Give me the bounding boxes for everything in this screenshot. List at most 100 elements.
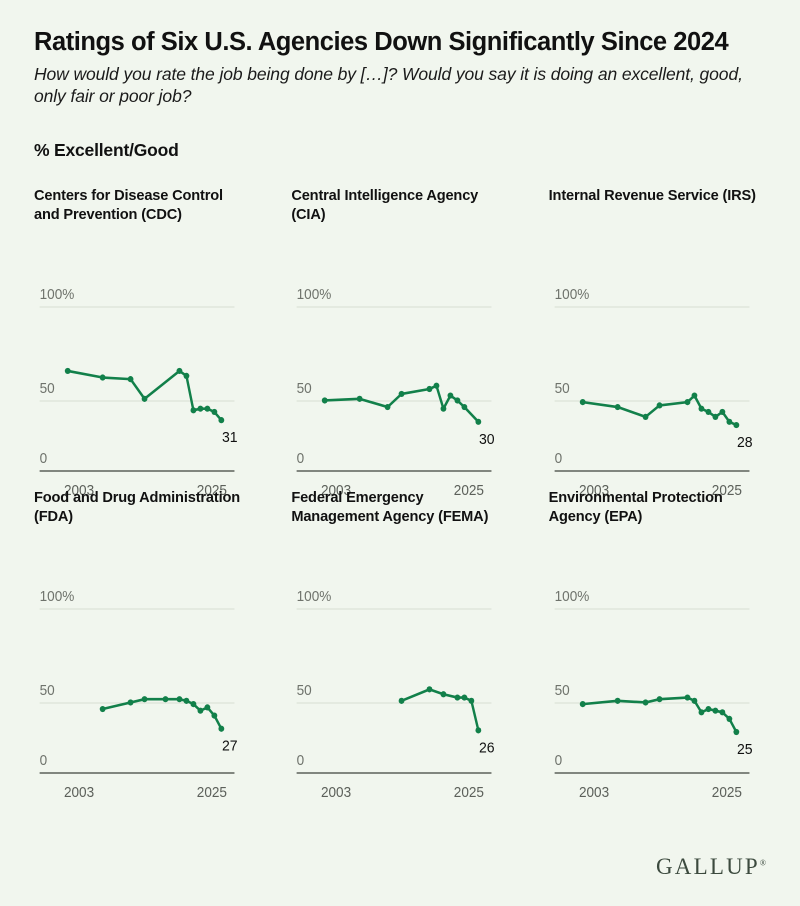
data-point — [426, 686, 433, 693]
data-point — [176, 367, 183, 375]
data-point — [733, 728, 739, 736]
xtick-end: 2025 — [197, 482, 227, 499]
data-point — [440, 405, 447, 412]
xtick-end: 2025 — [711, 482, 741, 499]
xtick-end: 2025 — [711, 784, 741, 801]
data-point — [183, 372, 190, 380]
ytick-0: 0 — [40, 450, 48, 467]
end-value-label-cdc: 31 — [222, 430, 238, 447]
panel-title-fema: Federal Emergency Management Agency (FEM… — [291, 490, 489, 525]
xtick-start: 2003 — [321, 784, 351, 801]
series-line-fema — [400, 688, 480, 732]
data-point — [190, 407, 197, 414]
data-point — [461, 694, 468, 701]
xtick-end: 2025 — [454, 784, 484, 801]
data-point — [684, 694, 691, 701]
xtick-start: 2003 — [321, 482, 351, 499]
data-point — [691, 392, 698, 399]
data-point — [579, 701, 586, 708]
data-point — [426, 385, 433, 393]
ytick-50: 50 — [40, 682, 55, 699]
data-point — [218, 725, 225, 732]
series-line-cdc — [66, 369, 223, 422]
ytick-0: 0 — [554, 450, 562, 467]
ytick-100: 100% — [554, 588, 589, 605]
xtick-start: 2003 — [64, 784, 94, 801]
data-point — [656, 696, 663, 703]
ytick-0: 0 — [297, 450, 305, 467]
data-point — [384, 403, 391, 411]
panel-title-cia: Central Intelligence Agency (CIA) — [291, 188, 479, 223]
data-point — [127, 699, 134, 706]
data-point — [141, 395, 148, 402]
ytick-100: 100% — [40, 588, 75, 605]
gallup-logo: GALLUP® — [656, 854, 766, 879]
data-point — [642, 699, 649, 706]
xtick-start: 2003 — [579, 482, 609, 499]
data-point — [719, 709, 725, 716]
data-point — [176, 696, 183, 703]
page-subtitle: How would you rate the job being done by… — [34, 63, 743, 107]
ytick-100: 100% — [297, 588, 332, 605]
ytick-0: 0 — [554, 752, 562, 769]
plot-fda: 100% 50 0 2003 2025 27 — [34, 547, 251, 800]
panel-fda: Food and Drug Administration (FDA) 100% 50… — [34, 489, 251, 800]
data-point — [698, 709, 704, 716]
ytick-100: 100% — [40, 286, 75, 303]
footer: GALLUP® — [656, 854, 766, 880]
data-point — [204, 704, 211, 711]
data-point — [398, 390, 405, 398]
measure-label: % Excellent/Good — [34, 140, 179, 161]
plot-cia: 100% 50 0 2003 2025 30 — [291, 245, 508, 499]
data-point — [614, 403, 621, 411]
data-point — [475, 418, 482, 425]
ytick-100: 100% — [297, 286, 332, 303]
data-point — [468, 697, 475, 704]
data-point — [197, 707, 204, 714]
panel-grid: Centers for Disease Control and Preventi… — [34, 187, 766, 801]
data-point — [398, 697, 405, 704]
panel-cdc: Centers for Disease Control and Preventi… — [34, 187, 251, 498]
data-point — [719, 408, 725, 416]
data-point — [705, 705, 711, 713]
xtick-start: 2003 — [64, 482, 94, 499]
plot-fema: 100% 50 0 2003 2025 26 — [291, 547, 508, 801]
panel-title-irs: Internal Revenue Service (IRS) — [548, 188, 756, 205]
data-point — [211, 408, 218, 416]
data-point — [579, 399, 586, 406]
data-point — [99, 705, 106, 713]
data-point — [656, 402, 663, 409]
data-point — [475, 727, 482, 734]
end-value-label-cia: 30 — [479, 431, 495, 448]
ytick-50: 50 — [297, 380, 312, 397]
ytick-50: 50 — [554, 380, 569, 397]
data-point — [211, 712, 218, 719]
data-point — [726, 715, 732, 723]
plot-cdc: 100% 50 0 2003 2025 31 — [34, 245, 251, 498]
panel-title-fda: Food and Drug Administration (FDA) — [34, 490, 241, 525]
trademark-symbol: ® — [759, 858, 766, 868]
data-point — [322, 397, 328, 404]
panel-epa: Environmental Protection Agency (EPA) 100… — [549, 489, 766, 800]
ytick-0: 0 — [40, 752, 48, 769]
data-point — [642, 413, 649, 421]
data-point — [357, 395, 363, 402]
data-point — [218, 417, 225, 424]
data-point — [141, 696, 148, 703]
end-value-label-epa: 25 — [737, 742, 753, 759]
data-point — [733, 422, 739, 429]
data-point — [64, 367, 71, 375]
series-line-irs — [581, 394, 738, 427]
ytick-0: 0 — [297, 752, 305, 769]
data-point — [440, 691, 447, 698]
data-point — [99, 374, 106, 381]
data-point — [204, 405, 211, 412]
data-point — [197, 405, 204, 412]
xtick-end: 2025 — [197, 784, 227, 801]
ytick-50: 50 — [40, 380, 55, 397]
data-point — [691, 697, 698, 704]
data-point — [454, 694, 461, 701]
series-line-fda — [101, 697, 223, 731]
panel-fema: Federal Emergency Management Agency (FEM… — [291, 489, 508, 801]
data-point — [461, 403, 468, 411]
